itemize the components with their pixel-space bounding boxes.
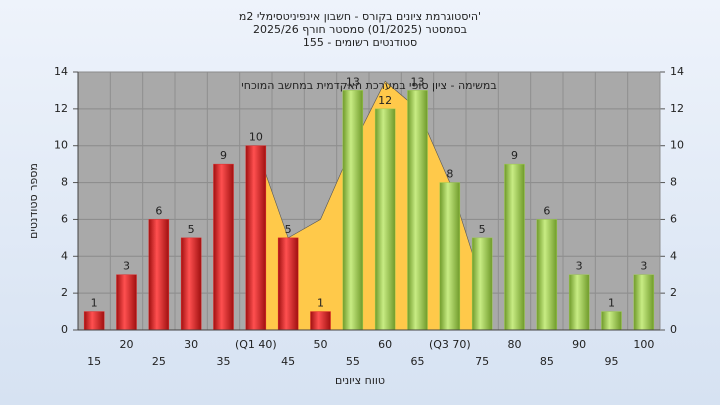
y2-tick-label: 0: [670, 323, 677, 336]
x-tick-label: 45: [281, 355, 295, 368]
y2-tick-label: 4: [670, 249, 677, 262]
x-tick-label: 75: [475, 355, 489, 368]
bar: [471, 237, 493, 331]
x-tick-label: 30: [184, 338, 198, 351]
x-tick-label: 60: [378, 338, 392, 351]
y-tick-label: 4: [61, 249, 68, 262]
x-axis-title: טווח ציונים: [335, 374, 385, 387]
y-tick-label: 2: [61, 286, 68, 299]
value-label: 3: [123, 260, 130, 273]
chart-title: סטודנטים רשומים - 155: [303, 36, 417, 49]
x-tick-label: 65: [411, 355, 425, 368]
bar: [439, 182, 461, 331]
value-label: 6: [543, 204, 550, 217]
bar: [310, 311, 331, 331]
y-tick-label: 12: [54, 102, 68, 115]
bar: [601, 311, 622, 331]
x-tick-label: 20: [120, 338, 134, 351]
bar: [536, 219, 558, 331]
y2-tick-label: 2: [670, 286, 677, 299]
y-tick-label: 8: [61, 176, 68, 189]
value-label: 5: [285, 223, 292, 236]
bar: [83, 311, 105, 331]
y-tick-label: 0: [61, 323, 68, 336]
x-tick-label: 25: [152, 355, 166, 368]
bar: [180, 237, 202, 331]
value-label: 6: [155, 204, 162, 217]
bar: [374, 108, 396, 331]
value-label: 10: [249, 131, 263, 144]
bar: [213, 163, 234, 331]
value-label: 8: [446, 168, 453, 181]
x-tick-label: 90: [572, 338, 586, 351]
x-tick-label: 95: [605, 355, 619, 368]
value-label: 9: [220, 149, 227, 162]
x-tick-label: 15: [87, 355, 101, 368]
chart-title: היסטוגרמת ציונים בקורס - חשבון אינפיניטס…: [239, 10, 481, 23]
value-label: 5: [479, 223, 486, 236]
y2-tick-label: 8: [670, 176, 677, 189]
x-tick-label: 100: [633, 338, 654, 351]
x-tick-label: 50: [314, 338, 328, 351]
value-label: 1: [608, 297, 615, 310]
value-label: 13: [411, 75, 425, 88]
bar: [245, 145, 267, 331]
x-tick-label: 80: [508, 338, 522, 351]
bar: [148, 219, 170, 331]
y-axis-title: מספר סטודנטים: [27, 163, 40, 239]
bar: [633, 274, 655, 331]
x-tick-label: 55: [346, 355, 360, 368]
x-tick-label: (Q1 40): [235, 338, 277, 351]
chart-title: בסמסטר (01/2025) סמסטר חורף 2025/26: [253, 23, 467, 36]
bar: [342, 90, 364, 331]
x-tick-label: 85: [540, 355, 554, 368]
y2-tick-label: 14: [670, 65, 684, 78]
value-label: 13: [346, 75, 360, 88]
y2-tick-label: 12: [670, 102, 684, 115]
value-label: 3: [576, 260, 583, 273]
bar: [407, 90, 428, 331]
y2-tick-label: 10: [670, 139, 684, 152]
bar: [116, 274, 137, 331]
bar: [568, 274, 590, 331]
value-label: 9: [511, 149, 518, 162]
annotation: במשימה - ציון סופי במערכת האקדמית במחשב …: [241, 79, 496, 92]
y-tick-label: 10: [54, 139, 68, 152]
x-tick-label: (Q3 70): [429, 338, 471, 351]
bar: [277, 237, 299, 331]
x-tick-label: 35: [217, 355, 231, 368]
y-tick-label: 6: [61, 212, 68, 225]
value-label: 5: [188, 223, 195, 236]
value-label: 1: [91, 297, 98, 310]
value-label: 1: [317, 297, 324, 310]
value-label: 3: [640, 260, 647, 273]
y-tick-label: 14: [54, 65, 68, 78]
y2-tick-label: 6: [670, 212, 677, 225]
value-label: 12: [378, 94, 392, 107]
bar: [504, 163, 525, 331]
